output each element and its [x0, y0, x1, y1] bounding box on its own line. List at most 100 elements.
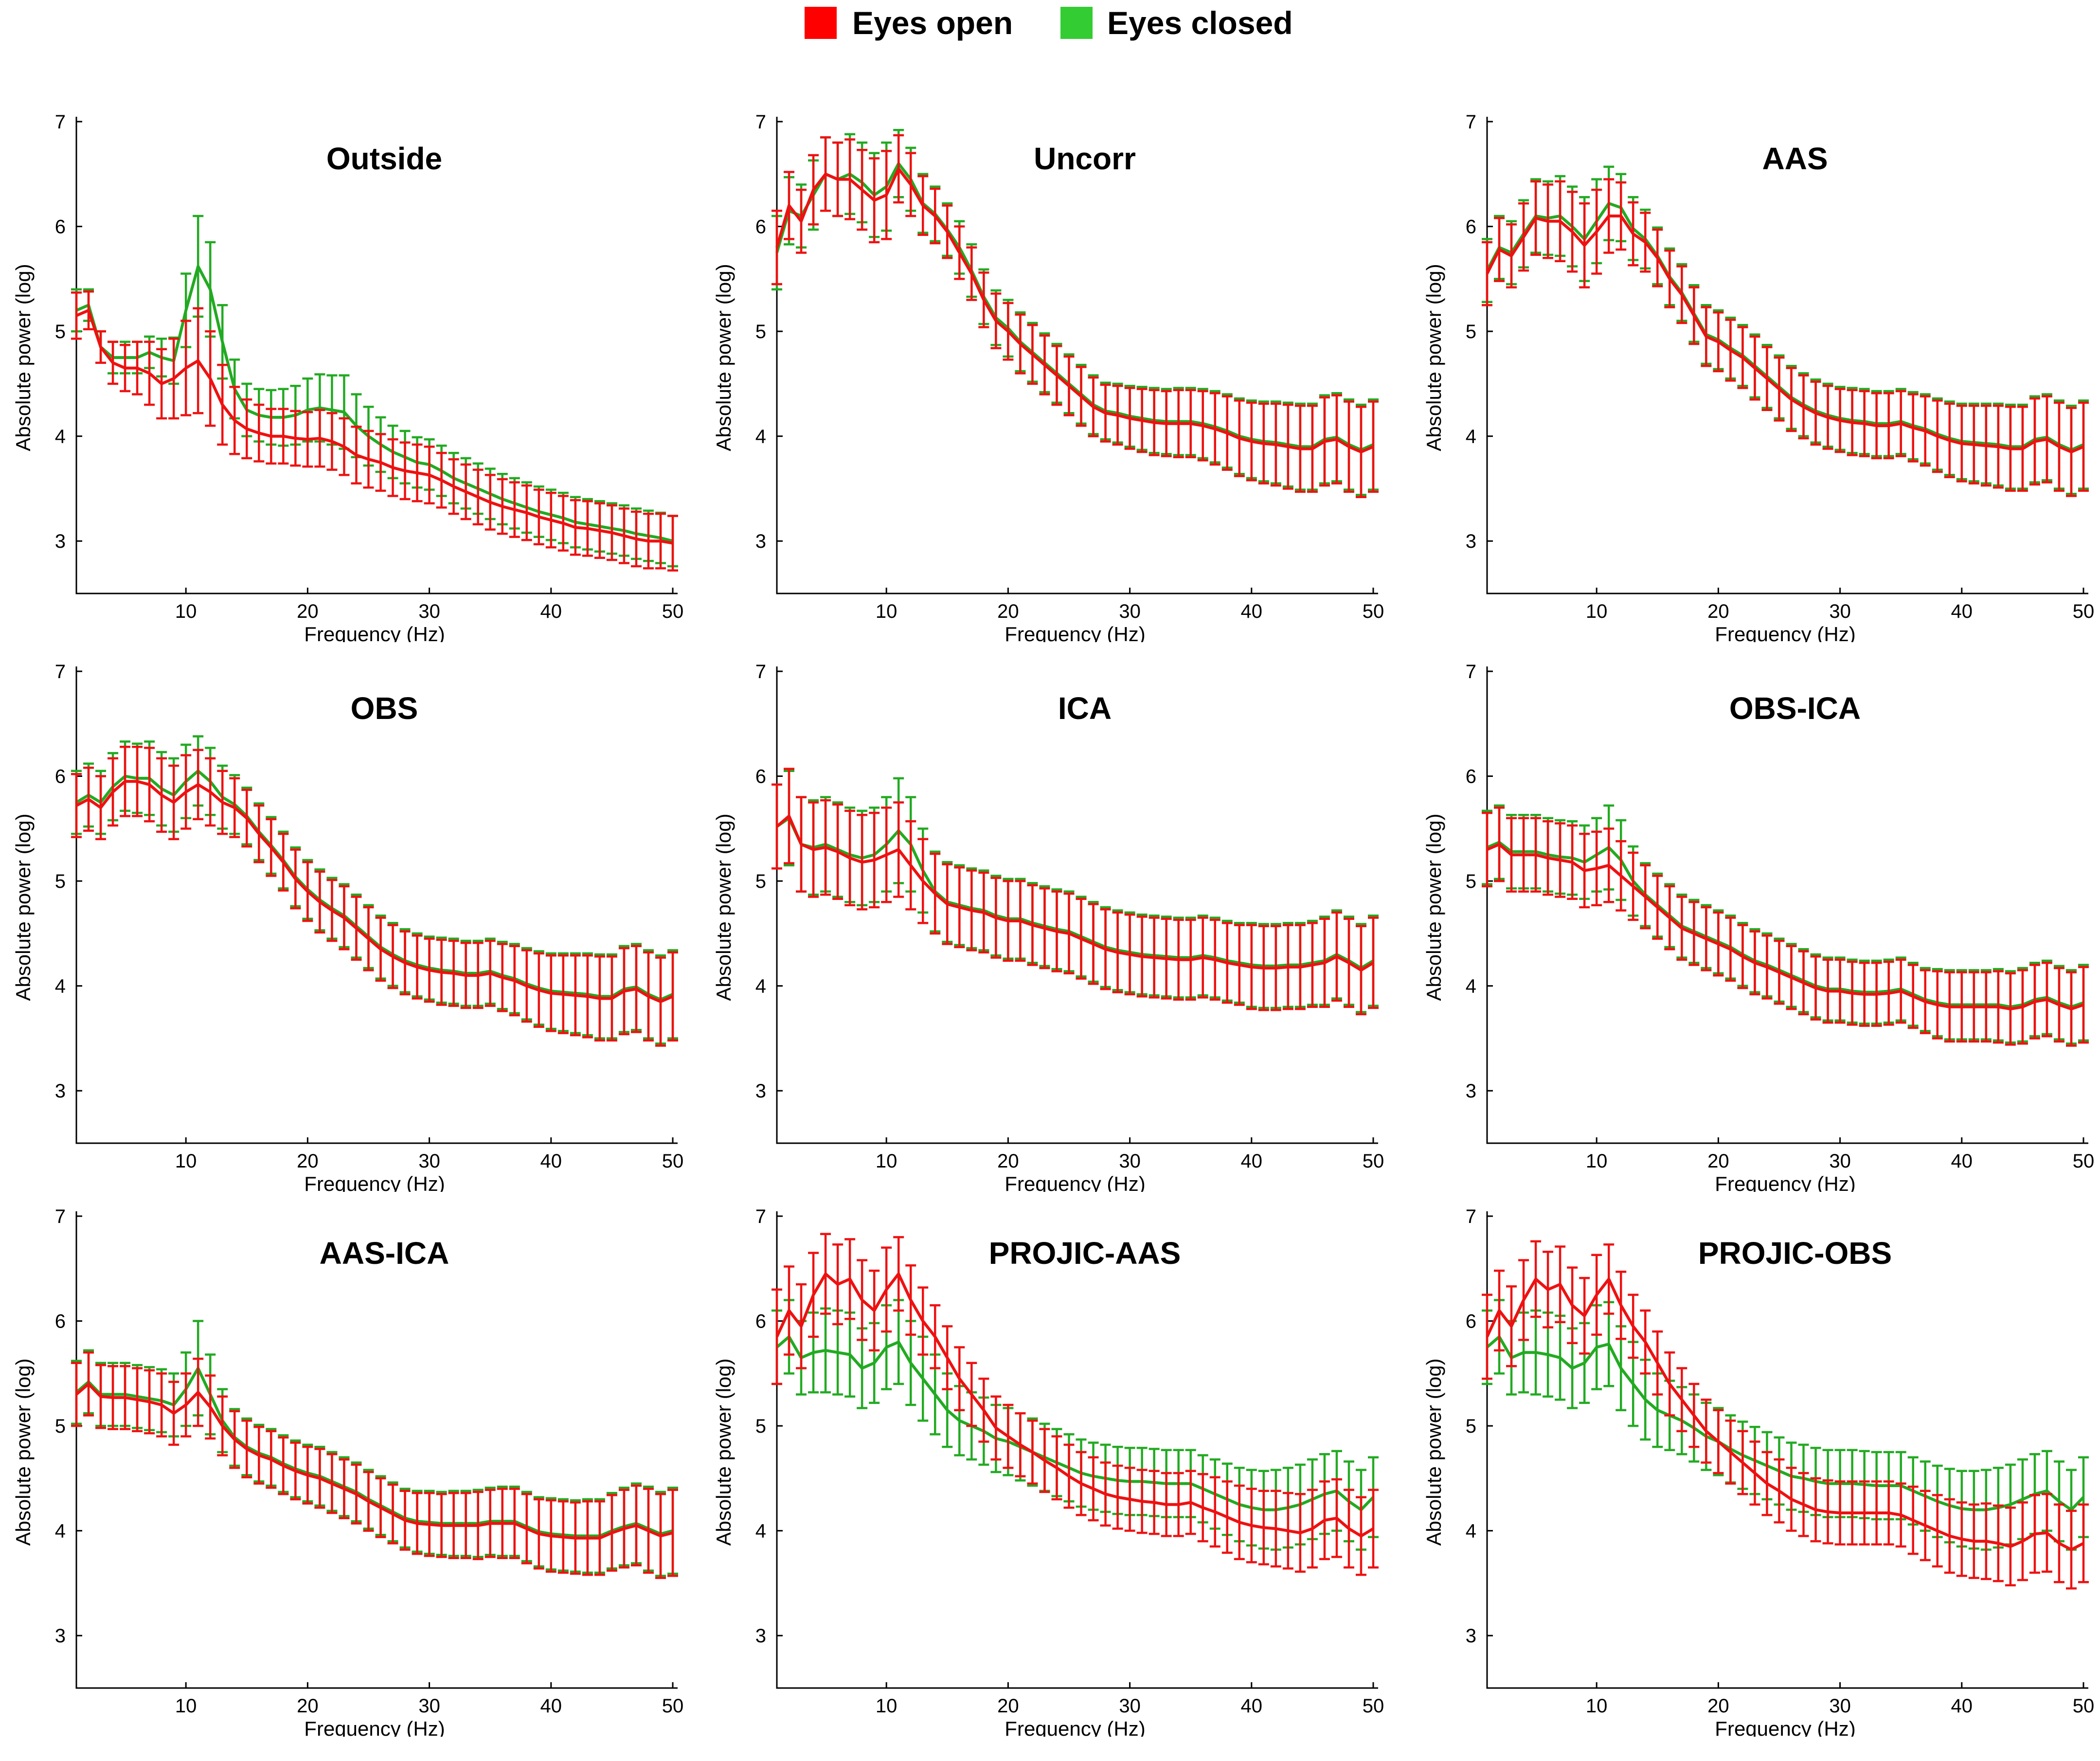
mean-line	[75, 1382, 673, 1540]
y-tick-label: 4	[1466, 976, 1476, 997]
series-eyes-open	[772, 134, 1379, 498]
x-tick-label: 10	[1586, 1150, 1608, 1172]
x-tick-label: 50	[1363, 1150, 1384, 1172]
y-axis-label: Absolute power (log)	[712, 1358, 735, 1545]
x-tick-label: 10	[175, 1695, 197, 1717]
chart-panel-obs: 3 4 5 6 7 10 20 30 40 50 Frequency (Hz) Absolute po…	[12, 661, 684, 1192]
x-tick-label: 30	[1119, 1150, 1141, 1172]
x-axis-label: Frequency (Hz)	[304, 1717, 445, 1737]
mean-line	[1486, 841, 2084, 1008]
chart-panel-projic-obs: 3 4 5 6 7 10 20 30 40 50 Frequency (Hz) Absolute po…	[1422, 1206, 2095, 1737]
x-tick-label: 40	[540, 1150, 562, 1172]
mean-line	[75, 265, 673, 543]
chart-panel-aas: 3 4 5 6 7 10 20 30 40 50 Frequency (Hz) Absolute po…	[1422, 111, 2094, 642]
x-tick-label: 30	[1829, 1150, 1851, 1172]
mean-line	[775, 162, 1374, 451]
x-tick-label: 20	[997, 1695, 1019, 1717]
panel-title: Uncorr	[1034, 141, 1136, 176]
axis-lines	[1486, 1211, 2088, 1689]
x-axis-label: Frequency (Hz)	[1715, 1717, 1855, 1737]
legend-label-eyes-open: Eyes open	[852, 5, 1013, 41]
chart-panel-obs-ica: 3 4 5 6 7 10 20 30 40 50 Frequency (Hz) Absolute po…	[1422, 661, 2095, 1192]
x-tick-label: 20	[297, 1150, 319, 1172]
y-tick-label: 6	[1466, 216, 1476, 238]
y-axis-label: Absolute power (log)	[1422, 264, 1445, 451]
axis-lines	[1486, 666, 2088, 1144]
mean-line	[1486, 1335, 2085, 1511]
mean-line	[1486, 1277, 2084, 1551]
chart-panel-uncorr: 3 4 5 6 7 10 20 30 40 50 Frequency (Hz) Absolute po…	[712, 111, 1384, 642]
x-tick-label: 40	[540, 1695, 562, 1717]
y-axis-label: Absolute power (log)	[1422, 1358, 1445, 1545]
x-tick-label: 30	[418, 1695, 440, 1717]
x-axis-label: Frequency (Hz)	[1005, 1172, 1145, 1192]
panel-title: Outside	[326, 141, 442, 176]
mean-line	[1486, 843, 2084, 1011]
y-tick-label: 5	[55, 321, 66, 342]
y-tick-label: 7	[755, 1206, 766, 1227]
x-tick-label: 50	[2073, 1150, 2095, 1172]
y-tick-label: 4	[1466, 426, 1476, 448]
y-tick-label: 6	[55, 1311, 66, 1332]
x-tick-label: 30	[1119, 601, 1141, 622]
y-axis-label: Absolute power (log)	[712, 264, 735, 451]
y-tick-label: 5	[755, 871, 766, 892]
y-tick-label: 3	[1466, 1625, 1476, 1647]
y-axis-label: Absolute power (log)	[712, 813, 735, 1001]
chart-panel-outside: 3 4 5 6 7 10 20 30 40 50 Frequency (Hz) Absolute po…	[12, 111, 683, 642]
series-eyes-open	[772, 1233, 1379, 1576]
axis-lines	[75, 666, 678, 1144]
x-tick-label: 50	[662, 1695, 684, 1717]
chart-panel-aas-ica: 3 4 5 6 7 10 20 30 40 50 Frequency (Hz) Absolute po…	[12, 1206, 684, 1737]
y-tick-label: 7	[55, 1206, 66, 1227]
mean-line	[776, 816, 1374, 970]
y-tick-label: 7	[55, 661, 66, 683]
chart-legend: Eyes open Eyes closed	[805, 5, 1293, 41]
y-tick-label: 5	[1466, 871, 1476, 892]
y-tick-label: 6	[55, 766, 66, 788]
y-tick-label: 3	[55, 531, 66, 552]
x-tick-label: 20	[1707, 601, 1729, 622]
x-tick-label: 20	[1707, 1150, 1729, 1172]
series-eyes-open	[71, 1351, 678, 1579]
y-tick-label: 5	[55, 1416, 66, 1437]
mean-line	[1486, 215, 2084, 453]
y-tick-label: 5	[755, 1416, 766, 1437]
legend-label-eyes-closed: Eyes closed	[1107, 5, 1293, 41]
x-tick-label: 30	[1829, 1695, 1851, 1717]
mean-line	[75, 309, 673, 545]
y-tick-label: 4	[1466, 1521, 1476, 1542]
y-tick-label: 7	[755, 661, 766, 683]
mean-line	[776, 814, 1374, 972]
x-axis-label: Frequency (Hz)	[1005, 1717, 1145, 1737]
y-tick-label: 4	[55, 1521, 66, 1542]
y-axis-label: Absolute power (log)	[12, 1358, 35, 1545]
y-axis-label: Absolute power (log)	[1422, 813, 1445, 1001]
x-axis-label: Frequency (Hz)	[1715, 623, 1855, 642]
y-tick-label: 7	[55, 111, 66, 133]
mean-line	[776, 1335, 1375, 1511]
panel-title: AAS-ICA	[320, 1236, 449, 1271]
x-tick-label: 10	[1586, 601, 1608, 622]
y-tick-label: 7	[1466, 1206, 1476, 1227]
panel-title: OBS-ICA	[1729, 691, 1861, 726]
x-tick-label: 40	[1241, 1695, 1263, 1717]
x-tick-label: 10	[175, 1150, 197, 1172]
axis-lines	[75, 117, 678, 594]
y-tick-label: 7	[1466, 111, 1476, 133]
series-eyes-open	[772, 768, 1379, 1016]
y-tick-label: 3	[55, 1080, 66, 1102]
series-eyes-open	[1482, 178, 2089, 497]
x-tick-label: 50	[662, 1150, 684, 1172]
x-tick-label: 50	[2073, 1695, 2095, 1717]
y-tick-label: 3	[55, 1625, 66, 1647]
x-tick-label: 40	[1241, 601, 1263, 622]
legend-swatch-eyes-closed	[1060, 7, 1093, 39]
x-tick-label: 10	[876, 1150, 897, 1172]
x-tick-label: 10	[175, 601, 197, 622]
y-tick-label: 3	[755, 531, 766, 552]
series-eyes-open	[71, 745, 678, 1047]
series-eyes-open	[1482, 1240, 2089, 1590]
x-tick-label: 40	[1951, 1695, 1973, 1717]
